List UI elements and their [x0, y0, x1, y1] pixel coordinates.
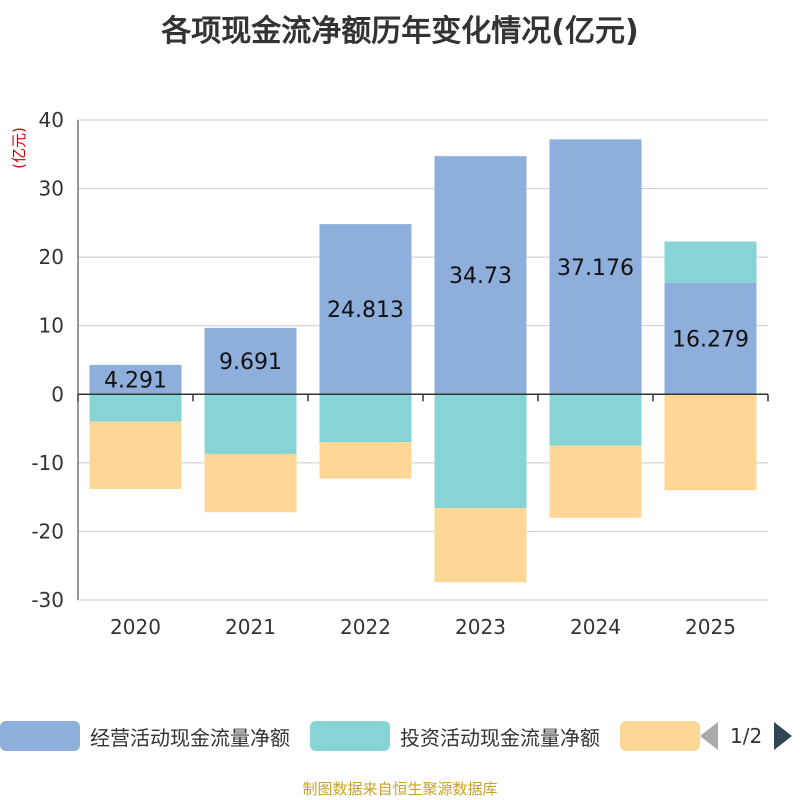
y-tick-label: -30 — [31, 588, 64, 612]
bar-segment-2020-s0 — [89, 364, 182, 395]
bar-segment-2020-s2 — [89, 421, 182, 489]
data-label-2025: 16.279 — [672, 327, 749, 352]
legend: 经营活动现金流量净额 投资活动现金流量净额 — [0, 718, 730, 754]
y-tick-label: -10 — [31, 451, 64, 475]
bar-segment-2022-s1 — [319, 394, 412, 443]
x-tick-label-2022: 2022 — [340, 615, 391, 639]
legend-item-operating[interactable]: 经营活动现金流量净额 — [0, 721, 290, 751]
data-label-2020: 4.291 — [104, 369, 167, 394]
bar-segment-2021-s0 — [204, 327, 297, 395]
legend-item-investing[interactable]: 投资活动现金流量净额 — [310, 721, 600, 751]
legend-label-investing: 投资活动现金流量净额 — [400, 725, 600, 750]
chart-title: 各项现金流净额历年变化情况(亿元) — [161, 14, 639, 49]
bar-segment-2020-s1 — [89, 394, 182, 422]
data-label-2021: 9.691 — [219, 350, 282, 375]
y-tick-label: 20 — [39, 245, 64, 269]
x-tick-label-2020: 2020 — [110, 615, 161, 639]
bar-segment-2021-s1 — [204, 394, 297, 454]
x-tick-label-2025: 2025 — [685, 615, 736, 639]
bar-segment-2025-s2 — [664, 394, 757, 491]
y-tick-label: 0 — [51, 382, 64, 406]
source-note: 制图数据来自恒生聚源数据库 — [302, 780, 498, 798]
legend-page-indicator: 1/2 — [730, 724, 763, 748]
bar-segment-2022-s0 — [319, 224, 412, 395]
legend-swatch-operating — [0, 721, 80, 751]
bar-segment-2021-s2 — [204, 453, 297, 513]
bar-segment-2022-s2 — [319, 442, 412, 479]
x-tick-label-2021: 2021 — [225, 615, 276, 639]
bar-segment-2024-s1 — [549, 394, 642, 446]
data-label-2023: 34.73 — [449, 264, 512, 289]
legend-item-financing[interactable] — [620, 721, 710, 751]
bar-segment-2024-s2 — [549, 445, 642, 518]
legend-label-operating: 经营活动现金流量净额 — [90, 725, 290, 750]
data-label-2024: 37.176 — [557, 256, 634, 281]
bar-segment-2025-s0 — [664, 282, 757, 395]
legend-prev-icon[interactable] — [700, 722, 718, 750]
bar-segment-2023-s1 — [434, 394, 527, 509]
x-tick-label-2023: 2023 — [455, 615, 506, 639]
x-tick-label-2024: 2024 — [570, 615, 621, 639]
bar-segment-2023-s0 — [434, 156, 527, 395]
y-tick-label: 40 — [39, 108, 64, 132]
y-tick-label: -20 — [31, 519, 64, 543]
bar-segment-2024-s0 — [549, 139, 642, 395]
data-label-2022: 24.813 — [327, 298, 404, 323]
y-tick-label: 30 — [39, 177, 64, 201]
legend-pager: 1/2 — [700, 718, 793, 754]
bar-segment-2023-s2 — [434, 508, 527, 583]
y-axis-unit-label: (亿元) — [10, 127, 28, 169]
chart-area: 40 30 20 10 0 -10 -20 -30 (亿元) 4.291 9.691 24.813 34… — [10, 108, 769, 639]
y-tick-label: 10 — [39, 314, 64, 338]
legend-swatch-investing — [310, 721, 390, 751]
legend-swatch-financing — [620, 721, 700, 751]
bar-segment-2025-s1 — [664, 241, 757, 283]
legend-next-icon[interactable] — [774, 722, 793, 750]
